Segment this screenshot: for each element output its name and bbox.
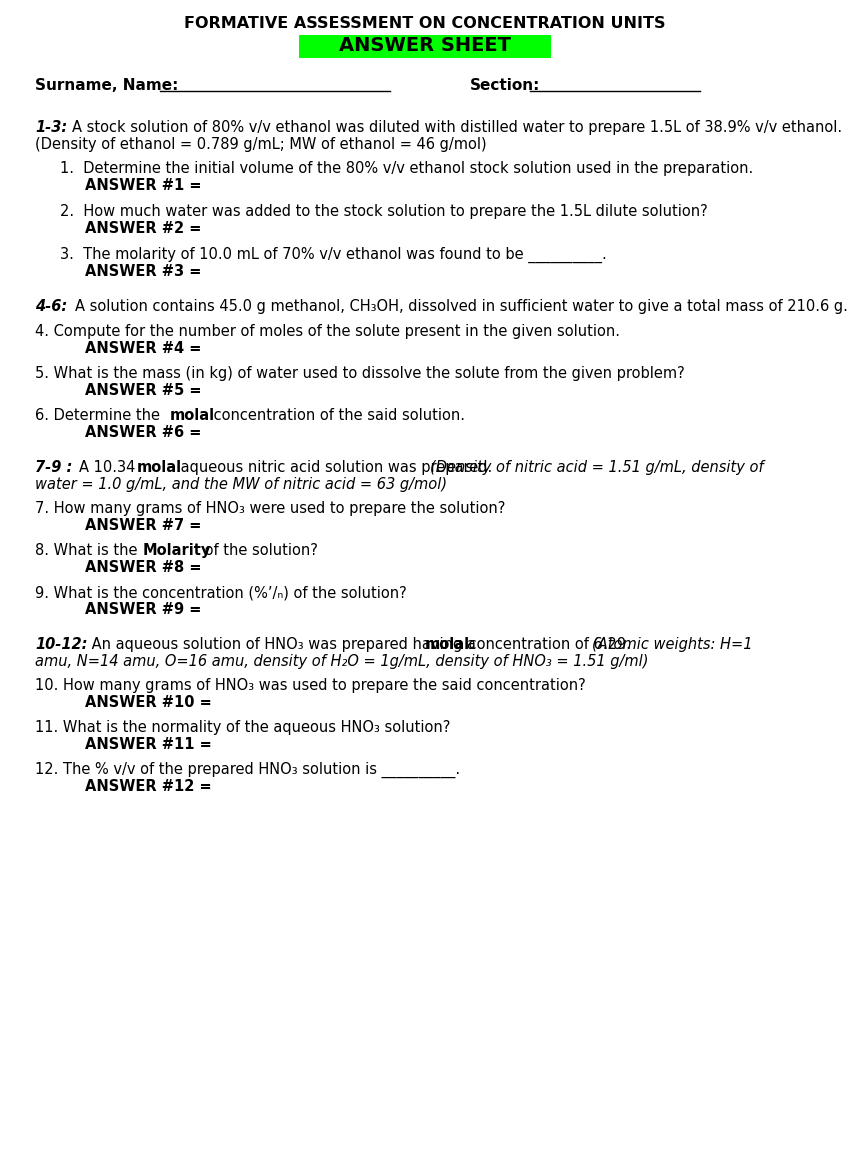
Text: An aqueous solution of HNO₃ was prepared having a: An aqueous solution of HNO₃ was prepared… [87,638,480,653]
Text: water = 1.0 g/mL, and the MW of nitric acid = 63 g/mol): water = 1.0 g/mL, and the MW of nitric a… [35,477,447,492]
Text: Section:: Section: [470,78,541,93]
Text: ANSWER #9 =: ANSWER #9 = [85,602,201,617]
Text: 8. What is the: 8. What is the [35,543,142,558]
Text: concentration of the said solution.: concentration of the said solution. [209,408,465,423]
Text: (Atomic weights: H=1: (Atomic weights: H=1 [592,638,752,653]
Text: ANSWER #3 =: ANSWER #3 = [85,264,201,279]
Text: molal: molal [170,408,215,423]
Text: (Density of ethanol = 0.789 g/mL; MW of ethanol = 46 g/mol): (Density of ethanol = 0.789 g/mL; MW of … [35,137,486,152]
Text: ANSWER #10 =: ANSWER #10 = [85,695,212,710]
Text: concentration of 6.29.: concentration of 6.29. [464,638,636,653]
Text: 3.  The molarity of 10.0 mL of 70% v/v ethanol was found to be __________.: 3. The molarity of 10.0 mL of 70% v/v et… [60,246,607,263]
Text: FORMATIVE ASSESSMENT ON CONCENTRATION UNITS: FORMATIVE ASSESSMENT ON CONCENTRATION UN… [184,16,666,31]
Text: 4-6:: 4-6: [35,299,67,314]
Text: 6. Determine the: 6. Determine the [35,408,165,423]
Text: (Density of nitric acid = 1.51 g/mL, density of: (Density of nitric acid = 1.51 g/mL, den… [430,460,763,476]
Text: ANSWER SHEET: ANSWER SHEET [339,36,511,56]
Text: 4. Compute for the number of moles of the solute present in the given solution.: 4. Compute for the number of moles of th… [35,324,620,339]
Text: A 10.34: A 10.34 [79,460,140,476]
Text: A solution contains 45.0 g methanol, CH₃OH, dissolved in sufficient water to giv: A solution contains 45.0 g methanol, CH₃… [75,299,847,314]
Text: 5. What is the mass (in kg) of water used to dissolve the solute from the given : 5. What is the mass (in kg) of water use… [35,366,685,381]
Text: ANSWER #7 =: ANSWER #7 = [85,518,201,533]
Text: molal: molal [425,638,470,653]
Text: ANSWER #2 =: ANSWER #2 = [85,221,201,236]
Text: of the solution?: of the solution? [200,543,318,558]
Text: molal: molal [137,460,182,476]
Text: ANSWER #6 =: ANSWER #6 = [85,425,201,440]
Text: ANSWER #12 =: ANSWER #12 = [85,779,212,794]
Text: aqueous nitric acid solution was prepared.: aqueous nitric acid solution was prepare… [176,460,502,476]
Text: ANSWER #11 =: ANSWER #11 = [85,737,212,752]
FancyBboxPatch shape [299,35,551,58]
Text: ANSWER #8 =: ANSWER #8 = [85,560,201,575]
Text: 9. What is the concentration (%’/ₙ) of the solution?: 9. What is the concentration (%’/ₙ) of t… [35,585,407,600]
Text: 11. What is the normality of the aqueous HNO₃ solution?: 11. What is the normality of the aqueous… [35,720,451,735]
Text: A stock solution of 80% v/v ethanol was diluted with distilled water to prepare : A stock solution of 80% v/v ethanol was … [72,120,842,135]
Text: ANSWER #4 =: ANSWER #4 = [85,341,201,356]
Text: 1.  Determine the initial volume of the 80% v/v ethanol stock solution used in t: 1. Determine the initial volume of the 8… [60,161,753,176]
Text: Surname, Name:: Surname, Name: [35,78,178,93]
Text: 7. How many grams of HNO₃ were used to prepare the solution?: 7. How many grams of HNO₃ were used to p… [35,501,506,516]
Text: ANSWER #1 =: ANSWER #1 = [85,178,201,193]
Text: 7-9 :: 7-9 : [35,460,72,476]
Text: 10-12:: 10-12: [35,638,88,653]
Text: 2.  How much water was added to the stock solution to prepare the 1.5L dilute so: 2. How much water was added to the stock… [60,204,708,219]
Text: 1-3:: 1-3: [35,120,67,135]
Text: Molarity: Molarity [143,543,212,558]
Text: 10. How many grams of HNO₃ was used to prepare the said concentration?: 10. How many grams of HNO₃ was used to p… [35,678,586,693]
Text: amu, N=14 amu, O=16 amu, density of H₂O = 1g/mL, density of HNO₃ = 1.51 g/ml): amu, N=14 amu, O=16 amu, density of H₂O … [35,654,649,669]
Text: ANSWER #5 =: ANSWER #5 = [85,383,201,398]
Text: 12. The % v/v of the prepared HNO₃ solution is __________.: 12. The % v/v of the prepared HNO₃ solut… [35,762,460,779]
